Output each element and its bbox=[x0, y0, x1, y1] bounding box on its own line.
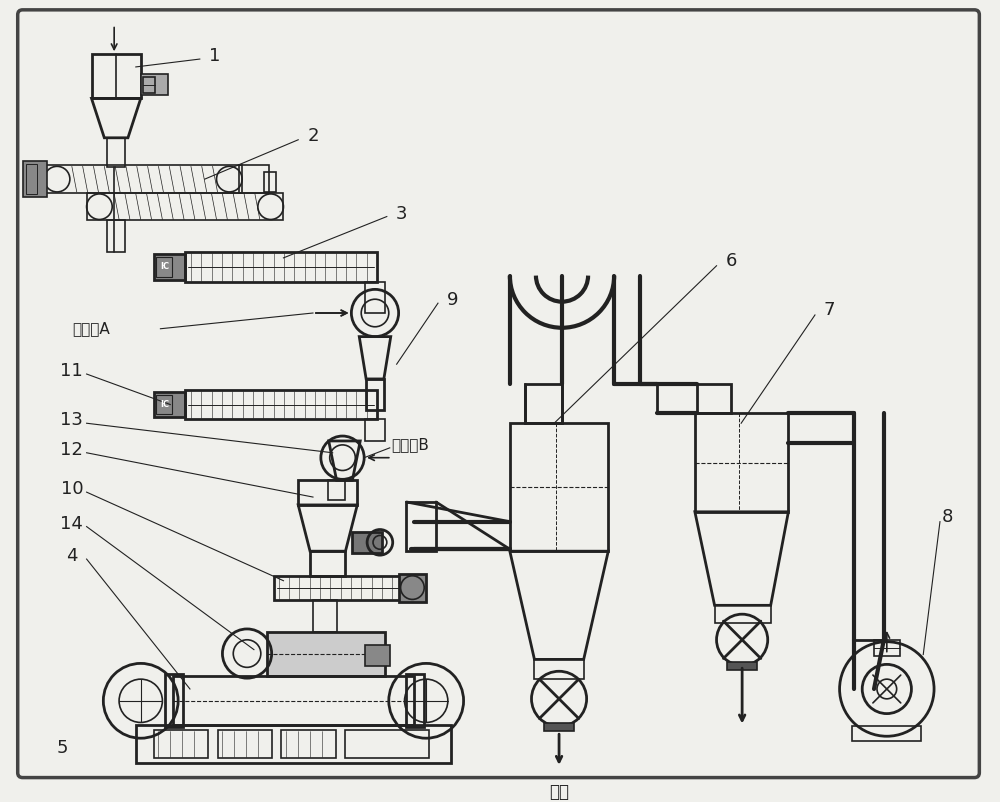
Bar bbox=[310, 551, 345, 576]
Bar bbox=[715, 606, 771, 623]
Text: 1: 1 bbox=[209, 47, 220, 65]
Bar bbox=[328, 480, 345, 500]
Bar bbox=[727, 662, 757, 670]
Text: 5: 5 bbox=[56, 739, 68, 757]
Text: 2: 2 bbox=[307, 127, 319, 145]
Bar bbox=[218, 731, 272, 758]
Text: IC: IC bbox=[160, 400, 169, 409]
Bar bbox=[874, 640, 900, 655]
Bar bbox=[544, 723, 574, 731]
Bar bbox=[365, 645, 390, 666]
Text: 8: 8 bbox=[942, 508, 954, 526]
Text: 14: 14 bbox=[60, 515, 83, 533]
Bar bbox=[267, 632, 385, 676]
Text: IC: IC bbox=[160, 262, 169, 271]
Bar bbox=[298, 480, 357, 505]
Bar bbox=[143, 77, 155, 92]
Text: 改性剂B: 改性剂B bbox=[392, 437, 430, 452]
Bar bbox=[697, 384, 731, 413]
Bar bbox=[185, 252, 377, 282]
Bar bbox=[136, 726, 451, 763]
Bar bbox=[510, 423, 608, 551]
Bar bbox=[87, 193, 283, 221]
Bar bbox=[281, 731, 336, 758]
Text: 7: 7 bbox=[824, 301, 835, 319]
Text: 11: 11 bbox=[60, 362, 83, 380]
Bar bbox=[534, 659, 584, 679]
Bar bbox=[365, 419, 385, 441]
Text: 成品: 成品 bbox=[549, 783, 569, 800]
Bar bbox=[154, 731, 208, 758]
Bar bbox=[313, 601, 337, 632]
Bar bbox=[165, 674, 183, 727]
Bar bbox=[274, 576, 402, 601]
Text: 9: 9 bbox=[447, 291, 459, 310]
Bar bbox=[352, 532, 382, 553]
Text: 12: 12 bbox=[60, 441, 83, 459]
Bar bbox=[26, 164, 37, 194]
Bar bbox=[399, 574, 426, 602]
Bar bbox=[695, 413, 788, 512]
Bar bbox=[107, 138, 125, 168]
Bar bbox=[406, 502, 436, 551]
Bar bbox=[406, 674, 424, 727]
Bar bbox=[156, 395, 172, 415]
Text: 改性剂A: 改性剂A bbox=[72, 322, 110, 336]
Bar bbox=[525, 384, 562, 423]
Bar bbox=[365, 282, 385, 313]
Bar bbox=[852, 727, 921, 741]
Bar bbox=[264, 172, 276, 192]
Text: 13: 13 bbox=[60, 411, 83, 429]
Bar bbox=[45, 165, 242, 193]
Text: 4: 4 bbox=[66, 547, 78, 565]
Bar bbox=[366, 379, 384, 411]
Text: 6: 6 bbox=[726, 252, 737, 269]
Bar bbox=[92, 55, 141, 99]
Bar bbox=[173, 676, 414, 726]
Bar bbox=[154, 391, 185, 417]
Bar bbox=[239, 165, 269, 193]
Bar bbox=[345, 731, 429, 758]
Bar bbox=[23, 161, 47, 196]
Bar bbox=[185, 390, 377, 419]
Text: 3: 3 bbox=[396, 205, 407, 223]
Bar bbox=[156, 257, 172, 277]
Text: 10: 10 bbox=[61, 480, 83, 498]
Bar bbox=[141, 74, 168, 95]
Bar bbox=[154, 254, 185, 280]
Bar bbox=[107, 221, 125, 252]
